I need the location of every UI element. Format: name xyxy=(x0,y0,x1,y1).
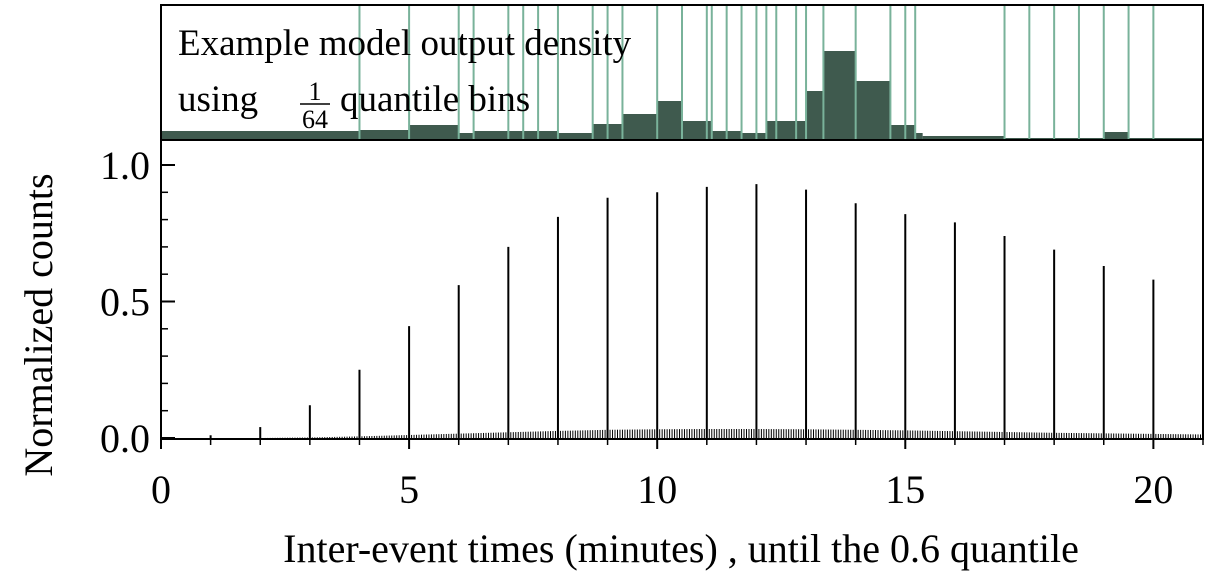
density-bar xyxy=(823,51,856,139)
y-tick-label: 0.0 xyxy=(100,416,150,461)
y-ticks: 0.0 0.5 1.0 xyxy=(100,143,175,461)
density-bar xyxy=(766,121,807,139)
density-bar xyxy=(161,131,360,139)
density-title-suffix: quantile bins xyxy=(340,79,530,120)
density-title-fraction-denominator: 64 xyxy=(302,105,328,134)
density-bar xyxy=(806,91,824,139)
quantile-edges xyxy=(358,6,1155,139)
x-ticks: 0 5 10 15 20 xyxy=(151,439,1204,512)
density-bar xyxy=(1128,138,1203,139)
density-bar xyxy=(915,133,923,139)
density-panel: Example model output density using 1 64 … xyxy=(160,4,1204,141)
density-bar xyxy=(741,133,767,139)
x-tick-label: 0 xyxy=(151,467,171,512)
density-bar xyxy=(1103,132,1129,139)
density-title-fraction-numerator: 1 xyxy=(309,77,322,106)
density-bar xyxy=(409,125,459,139)
y-tick-label: 0.5 xyxy=(100,280,150,325)
density-bar xyxy=(473,131,558,139)
density-title-prefix: using xyxy=(178,79,258,120)
density-bar xyxy=(890,125,916,139)
density-panel-frame xyxy=(160,4,1204,141)
y-tick-label: 1.0 xyxy=(100,143,150,188)
integer-spikes xyxy=(209,184,1204,438)
density-title-line1: Example model output density xyxy=(178,23,632,64)
density-bar xyxy=(682,121,712,139)
density-bar xyxy=(557,133,593,139)
density-bar xyxy=(922,136,1005,139)
counts-panel: 0 5 10 15 20 0.0 0.5 1.0 Inter-event times (mi… xyxy=(16,140,1204,571)
background-density-spikes xyxy=(262,428,1202,438)
density-bar xyxy=(359,130,410,139)
x-tick-label: 10 xyxy=(637,467,677,512)
density-bar xyxy=(657,101,682,139)
x-axis-label: Inter-event times (minutes) , until the … xyxy=(283,526,1079,571)
x-tick-label: 5 xyxy=(399,467,419,512)
density-bar xyxy=(458,133,474,139)
density-bar xyxy=(855,81,891,139)
y-axis-label: Normalized counts xyxy=(16,173,61,476)
x-tick-label: 20 xyxy=(1133,467,1173,512)
x-tick-label: 15 xyxy=(885,467,925,512)
density-bar xyxy=(622,114,658,139)
